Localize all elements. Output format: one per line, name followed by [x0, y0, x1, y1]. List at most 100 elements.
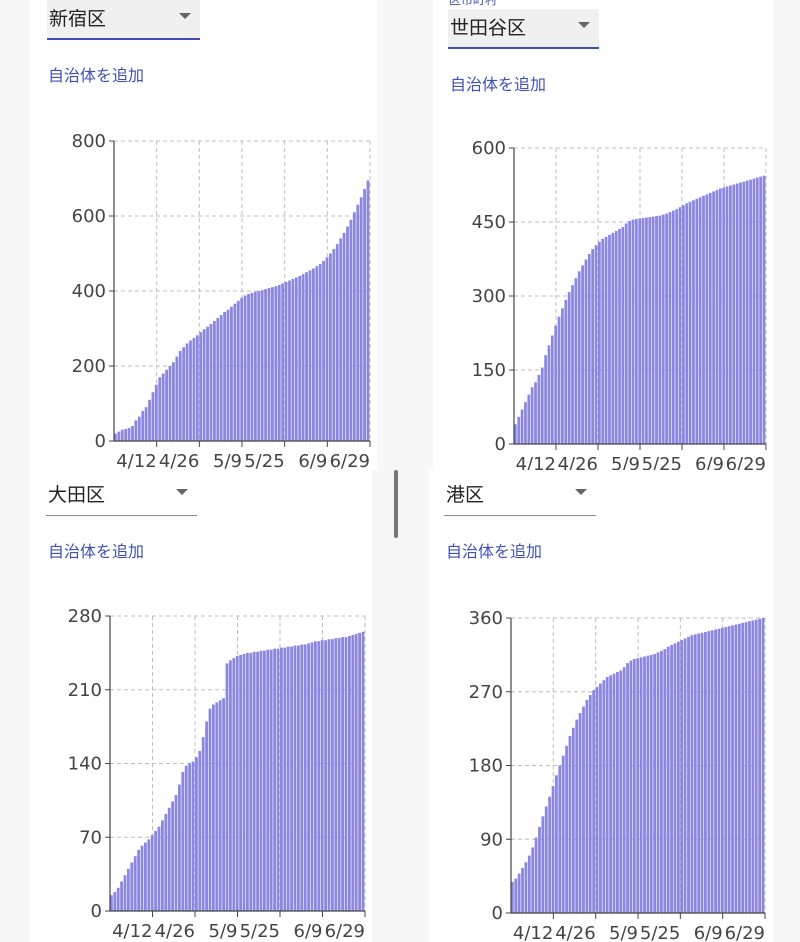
bar	[161, 820, 164, 911]
bar	[685, 203, 689, 444]
bar	[276, 648, 280, 911]
bar	[592, 690, 596, 913]
bar	[339, 238, 343, 441]
bar	[628, 221, 631, 444]
bar	[574, 278, 578, 444]
bar	[257, 291, 261, 441]
add-municipality-link[interactable]: 自治体を追加	[446, 542, 543, 561]
bar	[555, 775, 558, 913]
bar	[329, 253, 332, 441]
bar	[253, 291, 257, 441]
add-municipality-link[interactable]: 自治体を追加	[48, 542, 145, 561]
bar	[599, 683, 602, 913]
bar	[712, 191, 715, 444]
y-tick-label: 0	[492, 903, 503, 924]
bar	[120, 429, 124, 441]
bar	[195, 757, 198, 911]
bar	[594, 245, 598, 444]
municipality-select-4[interactable]: 港区	[444, 476, 596, 516]
bar	[305, 272, 308, 441]
bar	[678, 207, 682, 444]
bar	[695, 198, 699, 444]
bar	[209, 324, 213, 441]
bar	[243, 295, 247, 441]
pane-resize-handle[interactable]	[394, 470, 398, 538]
bar	[284, 282, 288, 441]
bar	[356, 204, 360, 441]
bar	[315, 266, 319, 441]
bar	[283, 647, 287, 911]
region-card-3: 大田区 自治体を追加 0 70 140 210 280 4/12 4/26 5/9 5/25 6/…	[30, 470, 372, 942]
bar	[154, 830, 157, 911]
bar	[577, 271, 581, 444]
bar	[349, 219, 353, 441]
chevron-down-icon	[179, 13, 191, 19]
bar	[754, 619, 758, 913]
bar	[749, 179, 752, 444]
bar	[236, 300, 240, 441]
bar	[564, 299, 568, 444]
municipality-select-2[interactable]: 世田谷区	[448, 9, 599, 49]
bar	[534, 382, 537, 444]
field-label: 区市町村	[449, 0, 498, 7]
bar	[113, 892, 117, 911]
bar	[641, 218, 645, 444]
bar	[271, 287, 274, 441]
bar	[705, 194, 709, 444]
bar	[293, 645, 297, 911]
x-tick-label: 5/9	[213, 451, 242, 470]
bar	[550, 335, 554, 444]
bar	[752, 178, 756, 444]
add-municipality-link[interactable]: 自治体を追加	[450, 75, 547, 94]
bar	[303, 644, 307, 911]
bar	[720, 627, 724, 913]
bar	[567, 292, 571, 444]
bar	[732, 184, 736, 444]
bar	[614, 230, 618, 444]
bar	[531, 847, 535, 913]
x-tick-label: 6/29	[726, 454, 766, 470]
bar	[718, 188, 722, 444]
bar	[741, 622, 745, 913]
municipality-select-3[interactable]: 大田区	[46, 476, 197, 516]
bar	[199, 332, 203, 441]
bar	[189, 340, 192, 441]
bar	[259, 650, 263, 911]
bar	[230, 306, 233, 441]
region-card-4: 港区 自治体を追加 0 90 180 270 360 4/12 4/26 5/9 5/25 6/9…	[429, 470, 773, 942]
x-tick-label: 6/9	[294, 921, 323, 942]
bar	[222, 698, 225, 911]
bar	[322, 261, 326, 441]
bar	[658, 215, 662, 444]
bar	[634, 219, 638, 444]
bar	[680, 640, 684, 914]
bar	[734, 624, 738, 913]
y-tick-label: 0	[495, 434, 506, 455]
add-municipality-link[interactable]: 自治体を追加	[48, 66, 145, 85]
bar	[148, 399, 151, 441]
x-tick-label: 4/12	[112, 921, 152, 942]
bar	[661, 214, 665, 444]
bar	[256, 651, 259, 911]
x-tick-label: 4/26	[159, 451, 199, 470]
x-tick-label: 5/9	[609, 923, 638, 942]
x-tick-label: 5/9	[209, 921, 238, 942]
bar	[212, 321, 216, 441]
bar	[692, 200, 695, 444]
bar	[575, 719, 579, 913]
bar	[233, 303, 237, 441]
bar	[324, 640, 327, 911]
bar	[346, 226, 349, 441]
bar	[358, 632, 361, 911]
bar	[608, 234, 611, 444]
bar	[223, 312, 227, 441]
x-tick-label: 5/25	[642, 454, 682, 470]
municipality-select-1[interactable]: 新宿区	[47, 0, 200, 40]
bar	[208, 708, 212, 911]
bar	[229, 660, 232, 911]
bar	[182, 347, 186, 441]
bar	[335, 244, 339, 442]
bar	[286, 646, 290, 911]
bar	[300, 644, 304, 911]
bar	[561, 755, 565, 913]
